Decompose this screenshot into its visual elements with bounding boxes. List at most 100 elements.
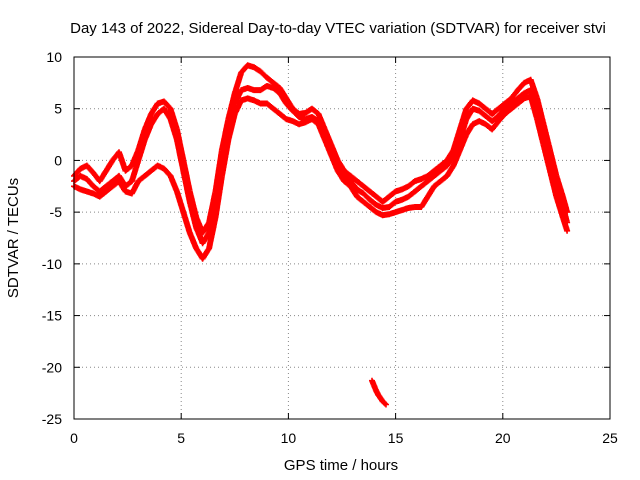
data-point <box>173 136 187 173</box>
data-point <box>128 179 141 197</box>
data-point <box>437 158 449 169</box>
data-point <box>180 167 193 204</box>
data-point <box>495 101 507 112</box>
data-point <box>321 136 334 157</box>
data-point <box>501 106 514 117</box>
data-point <box>489 119 501 133</box>
data-point <box>514 91 527 102</box>
x-tick-label: 25 <box>602 430 618 446</box>
data-point <box>501 101 514 112</box>
y-tick-label: -25 <box>42 411 62 427</box>
data-point <box>309 105 321 116</box>
series-track-3 <box>71 93 571 262</box>
data-point <box>386 199 398 210</box>
data-point <box>270 105 282 116</box>
data-point <box>366 196 379 207</box>
data-point <box>375 392 383 401</box>
data-point <box>495 111 507 125</box>
axis-ticks: 0 5 10 15 20 25 -25 -20 -15 -10 -5 0 5 10 <box>42 49 618 446</box>
data-point <box>360 190 372 202</box>
data-point <box>135 138 148 164</box>
data-point <box>161 98 173 111</box>
data-point <box>276 110 289 122</box>
data-point <box>167 172 180 194</box>
y-axis-title: SDTVAR / TECUs <box>5 178 22 298</box>
x-tick-label: 20 <box>495 430 511 446</box>
data-point <box>564 227 571 234</box>
data-point <box>360 183 372 194</box>
data-point <box>381 400 388 407</box>
data-point <box>161 165 173 178</box>
data-point <box>231 88 244 107</box>
data-point <box>508 88 520 102</box>
y-tick-label: 0 <box>54 152 62 168</box>
data-point <box>257 68 269 80</box>
data-point <box>83 162 96 175</box>
data-point <box>289 107 301 119</box>
y-tick-label: -5 <box>50 204 63 220</box>
data-point <box>495 106 507 119</box>
data-point <box>128 148 141 169</box>
data-point <box>212 174 225 221</box>
data-point <box>270 85 282 96</box>
data-point <box>218 138 232 179</box>
series-outlier-segment <box>369 377 389 408</box>
data-point <box>206 215 219 252</box>
x-tick-label: 10 <box>281 430 297 446</box>
x-tick-label: 15 <box>388 430 404 446</box>
y-tick-label: -15 <box>42 308 62 324</box>
data-point <box>141 112 154 133</box>
data-point <box>283 100 295 113</box>
data-point <box>405 179 417 190</box>
y-tick-label: 5 <box>54 101 62 117</box>
data-point <box>122 163 134 174</box>
series-track-1 <box>71 62 571 236</box>
data-point <box>135 173 147 185</box>
data-series <box>71 62 571 408</box>
data-point <box>264 74 276 85</box>
data-point <box>431 163 443 174</box>
data-point <box>450 148 463 169</box>
x-axis-title: GPS time / hours <box>284 457 398 474</box>
data-point <box>437 163 449 174</box>
plot-frame <box>73 56 611 420</box>
chart-title: Day 143 of 2022, Sidereal Day-to-day VTE… <box>70 20 606 37</box>
data-point <box>116 149 128 173</box>
data-point <box>379 194 392 205</box>
data-point <box>418 179 430 190</box>
y-tick-label: 10 <box>46 49 62 65</box>
data-point <box>360 198 372 210</box>
data-point <box>347 178 360 192</box>
data-point <box>456 132 469 154</box>
data-point <box>424 173 437 185</box>
data-point <box>354 193 366 204</box>
data-point <box>141 122 154 143</box>
data-point <box>476 107 488 119</box>
data-point <box>383 401 389 408</box>
data-point <box>437 173 449 185</box>
data-point <box>83 176 96 189</box>
data-point <box>315 121 328 142</box>
x-tick-label: 0 <box>70 430 78 446</box>
data-point <box>180 209 193 235</box>
data-point <box>231 98 244 117</box>
data-point <box>489 106 501 117</box>
data-point <box>103 179 115 190</box>
data-point <box>186 229 199 251</box>
data-point <box>354 178 366 189</box>
x-tick-label: 5 <box>177 430 185 446</box>
data-point <box>514 80 527 94</box>
data-point <box>508 101 520 112</box>
y-tick-label: -20 <box>42 359 62 375</box>
series-track-2 <box>71 83 571 247</box>
data-point <box>377 395 385 404</box>
data-point <box>431 179 443 190</box>
data-point <box>328 152 341 173</box>
data-point <box>527 76 540 100</box>
data-point <box>379 398 387 406</box>
data-point <box>341 178 353 189</box>
y-tick-label: -10 <box>42 256 62 272</box>
data-point <box>456 117 469 143</box>
data-point <box>450 138 463 159</box>
